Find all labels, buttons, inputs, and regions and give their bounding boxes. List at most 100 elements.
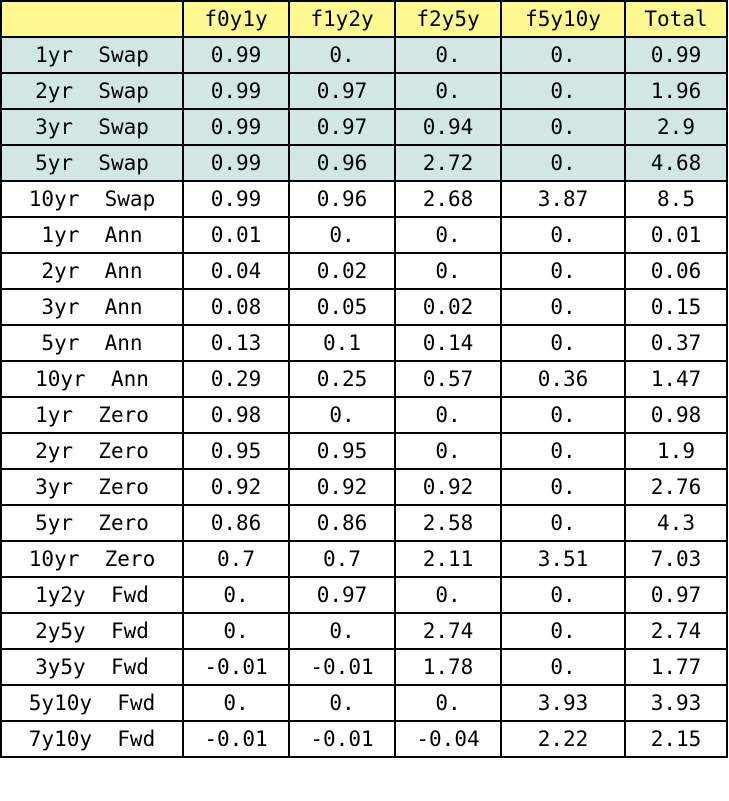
table-cell: 0.98 [624, 396, 728, 434]
table-cell: 4.68 [624, 144, 728, 182]
table-row: 5yr Swap 0.99 0.96 2.72 0. 4.68 [0, 144, 728, 182]
table-cell: 0. [288, 612, 396, 650]
table-row: 5y10y Fwd 0. 0. 0. 3.93 3.93 [0, 684, 728, 722]
column-header-f0y1y: f0y1y [182, 0, 290, 38]
table-cell: 0.02 [394, 288, 502, 326]
table-cell: 0. [500, 468, 626, 506]
table-cell: 0. [394, 432, 502, 470]
table-cell: 0.99 [182, 108, 290, 146]
table-cell: 1.96 [624, 72, 728, 110]
table-cell: 0. [288, 36, 396, 74]
table-cell: 1.9 [624, 432, 728, 470]
table-cell: 0. [500, 396, 626, 434]
row-label: 1yr Zero [0, 396, 184, 434]
column-header-total: Total [624, 0, 728, 38]
row-label: 2yr Zero [0, 432, 184, 470]
column-header-f1y2y: f1y2y [288, 0, 396, 38]
table-cell: 0.57 [394, 360, 502, 398]
table-cell: 1.47 [624, 360, 728, 398]
table-cell: 0.92 [288, 468, 396, 506]
table-cell: 0.25 [288, 360, 396, 398]
table-cell: 1.77 [624, 648, 728, 686]
table-cell: 0.86 [182, 504, 290, 542]
row-label: 2yr Ann [0, 252, 184, 290]
table-cell: 0.01 [624, 216, 728, 254]
table-row: 1yr Zero 0.98 0. 0. 0. 0.98 [0, 396, 728, 434]
row-label: 5yr Zero [0, 504, 184, 542]
table-cell: 0.94 [394, 108, 502, 146]
table-cell: 0.14 [394, 324, 502, 362]
table-cell: 3.87 [500, 180, 626, 218]
table-cell: 0.36 [500, 360, 626, 398]
table-row: 10yr Swap 0.99 0.96 2.68 3.87 8.5 [0, 180, 728, 218]
table-cell: 0. [288, 684, 396, 722]
table-cell: 0.7 [288, 540, 396, 578]
table-cell: 0.13 [182, 324, 290, 362]
table-cell: 0.08 [182, 288, 290, 326]
table-cell: 0.99 [182, 180, 290, 218]
table-row: 2yr Ann 0.04 0.02 0. 0. 0.06 [0, 252, 728, 290]
table-cell: 0.99 [182, 36, 290, 74]
table-cell: 0. [500, 648, 626, 686]
table-cell: 0. [500, 72, 626, 110]
table-cell: 0.7 [182, 540, 290, 578]
table-cell: 2.74 [624, 612, 728, 650]
table-cell: 0.99 [182, 144, 290, 182]
row-label: 3y5y Fwd [0, 648, 184, 686]
table-row: 3yr Swap 0.99 0.97 0.94 0. 2.9 [0, 108, 728, 146]
table-cell: 4.3 [624, 504, 728, 542]
table-row: 10yr Ann 0.29 0.25 0.57 0.36 1.47 [0, 360, 728, 398]
table-row: 1y2y Fwd 0. 0.97 0. 0. 0.97 [0, 576, 728, 614]
row-label: 3yr Swap [0, 108, 184, 146]
table-cell: 0.97 [288, 108, 396, 146]
table-cell: 0.06 [624, 252, 728, 290]
table-row: 1yr Swap 0.99 0. 0. 0. 0.99 [0, 36, 728, 74]
table-cell: 0. [500, 108, 626, 146]
table-cell: 0. [394, 216, 502, 254]
table-cell: 0. [500, 576, 626, 614]
table-cell: 0.99 [624, 36, 728, 74]
row-label: 3yr Ann [0, 288, 184, 326]
table-cell: 0. [394, 36, 502, 74]
table-cell: 0. [500, 432, 626, 470]
table-cell: 1.78 [394, 648, 502, 686]
table-cell: 0.05 [288, 288, 396, 326]
row-label: 2y5y Fwd [0, 612, 184, 650]
table-cell: 2.68 [394, 180, 502, 218]
table-cell: -0.01 [182, 648, 290, 686]
table-cell: 0. [500, 216, 626, 254]
table-cell: 0.96 [288, 180, 396, 218]
table-row: 10yr Zero 0.7 0.7 2.11 3.51 7.03 [0, 540, 728, 578]
table-cell: 0. [182, 684, 290, 722]
table-cell: 0.02 [288, 252, 396, 290]
table-cell: 0.15 [624, 288, 728, 326]
table-cell: 0. [500, 504, 626, 542]
table-row: 3yr Zero 0.92 0.92 0.92 0. 2.76 [0, 468, 728, 506]
table-cell: 2.72 [394, 144, 502, 182]
table-row: 5yr Ann 0.13 0.1 0.14 0. 0.37 [0, 324, 728, 362]
table-cell: 0. [288, 396, 396, 434]
row-label: 5y10y Fwd [0, 684, 184, 722]
table-cell: 0.97 [288, 72, 396, 110]
table-cell: -0.01 [182, 720, 290, 758]
table-cell: 0.97 [624, 576, 728, 614]
table-cell: 0. [182, 612, 290, 650]
table-cell: 0.04 [182, 252, 290, 290]
table-row: 1yr Ann 0.01 0. 0. 0. 0.01 [0, 216, 728, 254]
table-cell: 7.03 [624, 540, 728, 578]
row-label: 7y10y Fwd [0, 720, 184, 758]
table-row: 5yr Zero 0.86 0.86 2.58 0. 4.3 [0, 504, 728, 542]
row-label: 10yr Ann [0, 360, 184, 398]
table-cell: 3.51 [500, 540, 626, 578]
table-cell: 0. [500, 144, 626, 182]
table-cell: 0. [500, 324, 626, 362]
row-label: 1yr Swap [0, 36, 184, 74]
table-cell: 0.01 [182, 216, 290, 254]
row-label: 2yr Swap [0, 72, 184, 110]
table-row: 3yr Ann 0.08 0.05 0.02 0. 0.15 [0, 288, 728, 326]
table-cell: 0. [500, 288, 626, 326]
row-label: 10yr Swap [0, 180, 184, 218]
table-cell: 0.86 [288, 504, 396, 542]
table-cell: 2.15 [624, 720, 728, 758]
column-header-f5y10y: f5y10y [500, 0, 626, 38]
